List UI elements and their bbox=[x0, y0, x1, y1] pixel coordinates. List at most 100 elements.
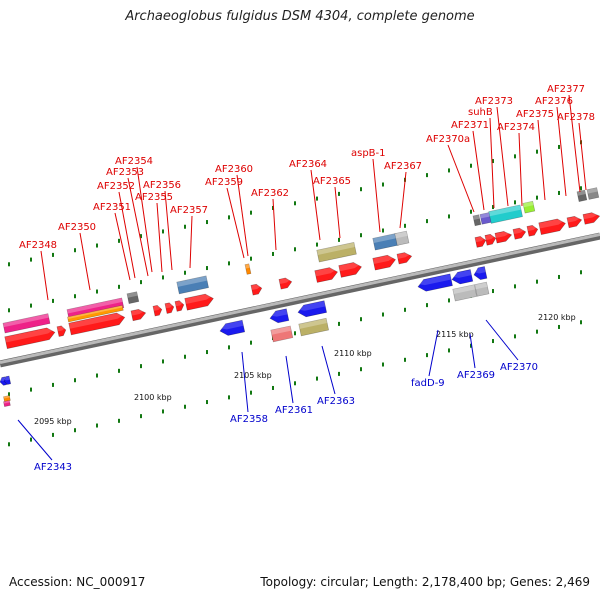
gene-forward bbox=[314, 267, 338, 283]
feature-box bbox=[67, 305, 124, 323]
label-leader bbox=[136, 166, 153, 273]
tick-mark bbox=[558, 274, 560, 279]
tick-mark bbox=[536, 329, 538, 334]
tick-mark bbox=[294, 381, 296, 386]
tick-mark bbox=[96, 373, 98, 378]
tick-mark bbox=[338, 321, 340, 326]
reverse-strand-labels: AF2343 AF2358 AF2361 AF2363 fadD-9 AF2369 AF23… bbox=[17, 319, 538, 473]
gene-forward bbox=[278, 277, 293, 290]
gene-label-forward: AF2374 bbox=[497, 122, 535, 133]
feature-box bbox=[270, 325, 294, 343]
gene-label-reverse: fadD-9 bbox=[411, 378, 445, 389]
tick-mark bbox=[536, 195, 538, 200]
tick-mark bbox=[8, 262, 10, 267]
tick-mark bbox=[228, 261, 230, 266]
gene-label-forward: AF2356 bbox=[143, 180, 181, 191]
label-leader bbox=[321, 345, 336, 395]
tick-mark bbox=[558, 324, 560, 329]
tick-mark bbox=[514, 284, 516, 289]
tick-mark bbox=[580, 270, 582, 275]
gene-forward bbox=[338, 262, 362, 278]
tick-mark bbox=[272, 385, 274, 390]
gene-label-reverse: AF2343 bbox=[34, 462, 72, 473]
tick-mark bbox=[206, 266, 208, 271]
gene-label-reverse: AF2363 bbox=[317, 396, 355, 407]
gene-label-forward: AF2360 bbox=[215, 164, 253, 175]
tick-mark bbox=[338, 191, 340, 196]
backbone-highlight bbox=[0, 233, 600, 364]
label-leader bbox=[334, 186, 341, 239]
gene-reverse bbox=[473, 266, 488, 280]
tick-mark bbox=[206, 350, 208, 355]
tick-mark bbox=[250, 256, 252, 261]
tick-mark bbox=[338, 237, 340, 242]
tick-mark bbox=[448, 168, 450, 173]
tick-mark bbox=[272, 205, 274, 210]
gene-reverse bbox=[297, 300, 327, 318]
tick-mark bbox=[96, 423, 98, 428]
tick-mark bbox=[580, 320, 582, 325]
tick-mark bbox=[492, 205, 494, 210]
scale-labels: 2095 kbp 2100 kbp 2105 kbp 2110 kbp 2115 kbp… bbox=[34, 313, 576, 426]
gene-label-reverse: AF2358 bbox=[230, 414, 268, 425]
gene-forward bbox=[184, 293, 214, 311]
tick-mark bbox=[96, 243, 98, 248]
label-leader bbox=[164, 190, 173, 271]
scale-kbp-label: 2100 kbp bbox=[134, 393, 172, 402]
tick-mark bbox=[74, 378, 76, 383]
tick-mark bbox=[316, 196, 318, 201]
label-leader bbox=[272, 198, 277, 251]
feature-box bbox=[244, 263, 252, 275]
tick-mark bbox=[8, 442, 10, 447]
tick-mark bbox=[382, 228, 384, 233]
label-leader bbox=[489, 117, 495, 209]
label-leader bbox=[241, 351, 249, 413]
tick-mark bbox=[426, 353, 428, 358]
gene-label-forward: AF2371 bbox=[451, 120, 489, 131]
label-leader bbox=[578, 122, 587, 191]
gene-forward bbox=[538, 218, 566, 236]
gene-forward bbox=[474, 236, 487, 248]
gene-label-reverse: AF2370 bbox=[500, 362, 538, 373]
tick-mark bbox=[118, 284, 120, 289]
feature-box bbox=[474, 281, 490, 297]
tick-mark bbox=[492, 289, 494, 294]
tick-mark bbox=[184, 224, 186, 229]
tick-mark bbox=[536, 149, 538, 154]
label-leader bbox=[114, 212, 131, 281]
gene-label-forward: AF2378 bbox=[557, 112, 595, 123]
tick-mark bbox=[52, 382, 54, 387]
feature-box bbox=[176, 275, 209, 295]
label-leader bbox=[285, 355, 294, 404]
tick-mark bbox=[118, 418, 120, 423]
gene-label-forward: AF2353 bbox=[106, 167, 144, 178]
tick-mark bbox=[580, 186, 582, 191]
gene-label-reverse: AF2369 bbox=[457, 370, 495, 381]
tick-mark bbox=[30, 387, 32, 392]
scale-kbp-label: 2095 kbp bbox=[34, 417, 72, 426]
label-leader bbox=[40, 250, 49, 301]
gene-arrows bbox=[0, 187, 600, 407]
feature-box bbox=[3, 400, 11, 407]
tick-mark bbox=[382, 182, 384, 187]
scale-kbp-label: 2120 kbp bbox=[538, 313, 576, 322]
feature-box bbox=[452, 284, 478, 302]
tick-mark bbox=[30, 257, 32, 262]
tick-mark bbox=[492, 159, 494, 164]
tick-mark bbox=[514, 154, 516, 159]
label-leader bbox=[189, 215, 193, 269]
gene-reverse bbox=[269, 308, 290, 324]
feature-box bbox=[2, 313, 51, 334]
gene-forward bbox=[512, 227, 527, 240]
feature-box bbox=[3, 395, 11, 402]
gene-label-forward: suhB bbox=[468, 107, 493, 118]
label-leader bbox=[399, 171, 407, 229]
tick-mark bbox=[162, 229, 164, 234]
tick-mark bbox=[74, 428, 76, 433]
tick-mark bbox=[404, 223, 406, 228]
label-leader bbox=[472, 130, 485, 211]
gene-label-reverse: AF2361 bbox=[275, 405, 313, 416]
tick-mark bbox=[470, 343, 472, 348]
tick-mark bbox=[404, 357, 406, 362]
